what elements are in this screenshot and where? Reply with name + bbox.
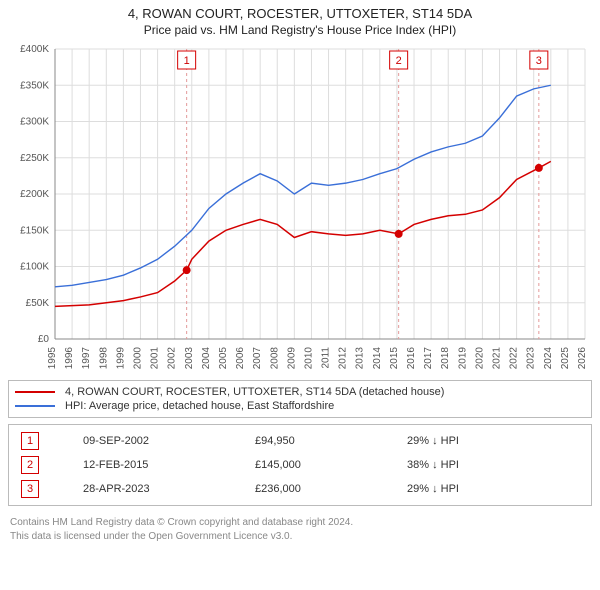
svg-text:2002: 2002 xyxy=(167,347,178,369)
svg-text:2013: 2013 xyxy=(355,347,366,369)
svg-text:2018: 2018 xyxy=(440,347,451,369)
svg-text:2015: 2015 xyxy=(389,347,400,369)
page-subtitle: Price paid vs. HM Land Registry's House … xyxy=(0,23,600,37)
price-chart: £0 £50K £100K £150K £200K £250K £300K £350K £400… xyxy=(5,39,595,374)
svg-text:£300K: £300K xyxy=(20,117,49,128)
event-delta: 38% ↓ HPI xyxy=(401,453,585,477)
legend-item: 4, ROWAN COURT, ROCESTER, UTTOXETER, ST1… xyxy=(15,385,585,399)
event-row: 1 09-SEP-2002£94,95029% ↓ HPI xyxy=(15,429,585,453)
svg-text:2: 2 xyxy=(396,55,402,67)
svg-text:2006: 2006 xyxy=(235,347,246,369)
page-title: 4, ROWAN COURT, ROCESTER, UTTOXETER, ST1… xyxy=(0,6,600,21)
svg-text:2003: 2003 xyxy=(184,347,195,369)
svg-text:2011: 2011 xyxy=(321,347,332,369)
svg-text:1995: 1995 xyxy=(47,347,58,369)
svg-text:2000: 2000 xyxy=(132,347,143,369)
legend: 4, ROWAN COURT, ROCESTER, UTTOXETER, ST1… xyxy=(8,380,592,418)
svg-text:2023: 2023 xyxy=(526,347,537,369)
event-date: 09-SEP-2002 xyxy=(77,429,249,453)
legend-swatch xyxy=(15,405,55,407)
svg-text:2009: 2009 xyxy=(286,347,297,369)
svg-text:2019: 2019 xyxy=(457,347,468,369)
svg-text:£350K: £350K xyxy=(20,80,49,91)
event-price: £145,000 xyxy=(249,453,401,477)
svg-text:2005: 2005 xyxy=(218,347,229,369)
legend-label: 4, ROWAN COURT, ROCESTER, UTTOXETER, ST1… xyxy=(65,386,444,398)
svg-text:£250K: £250K xyxy=(20,153,49,164)
svg-text:1997: 1997 xyxy=(81,347,92,369)
svg-text:2004: 2004 xyxy=(201,347,212,369)
svg-text:2026: 2026 xyxy=(577,347,588,369)
svg-text:£200K: £200K xyxy=(20,189,49,200)
svg-text:3: 3 xyxy=(536,55,542,67)
events-table: 1 09-SEP-2002£94,95029% ↓ HPI 2 12-FEB-2015… xyxy=(8,424,592,506)
svg-text:1998: 1998 xyxy=(98,347,109,369)
event-badge: 2 xyxy=(21,456,39,474)
event-date: 28-APR-2023 xyxy=(77,477,249,501)
svg-text:2021: 2021 xyxy=(492,347,503,369)
svg-text:2001: 2001 xyxy=(150,347,161,369)
event-badge: 3 xyxy=(21,480,39,498)
svg-text:2025: 2025 xyxy=(560,347,571,369)
event-delta: 29% ↓ HPI xyxy=(401,477,585,501)
svg-text:2014: 2014 xyxy=(372,347,383,369)
svg-text:1: 1 xyxy=(184,55,190,67)
chart-svg: £0 £50K £100K £150K £200K £250K £300K £350K £400… xyxy=(5,39,595,369)
event-row: 2 12-FEB-2015£145,00038% ↓ HPI xyxy=(15,453,585,477)
svg-text:2010: 2010 xyxy=(303,347,314,369)
svg-text:2007: 2007 xyxy=(252,347,263,369)
event-price: £236,000 xyxy=(249,477,401,501)
footer-line-2: This data is licensed under the Open Gov… xyxy=(10,530,590,544)
svg-text:2016: 2016 xyxy=(406,347,417,369)
event-price: £94,950 xyxy=(249,429,401,453)
legend-item: HPI: Average price, detached house, East… xyxy=(15,399,585,413)
svg-text:2012: 2012 xyxy=(338,347,349,369)
event-badge: 1 xyxy=(21,432,39,450)
svg-text:2020: 2020 xyxy=(474,347,485,369)
svg-text:2008: 2008 xyxy=(269,347,280,369)
svg-text:£50K: £50K xyxy=(26,298,50,309)
footer-attribution: Contains HM Land Registry data © Crown c… xyxy=(0,512,600,553)
event-delta: 29% ↓ HPI xyxy=(401,429,585,453)
svg-text:£100K: £100K xyxy=(20,262,49,273)
event-row: 3 28-APR-2023£236,00029% ↓ HPI xyxy=(15,477,585,501)
svg-text:£150K: £150K xyxy=(20,225,49,236)
svg-text:2022: 2022 xyxy=(509,347,520,369)
legend-swatch xyxy=(15,391,55,393)
svg-text:1999: 1999 xyxy=(115,347,126,369)
svg-text:£400K: £400K xyxy=(20,44,49,55)
event-date: 12-FEB-2015 xyxy=(77,453,249,477)
svg-text:1996: 1996 xyxy=(64,347,75,369)
svg-text:2017: 2017 xyxy=(423,347,434,369)
svg-text:£0: £0 xyxy=(38,334,50,345)
legend-label: HPI: Average price, detached house, East… xyxy=(65,400,334,412)
svg-text:2024: 2024 xyxy=(543,347,554,369)
footer-line-1: Contains HM Land Registry data © Crown c… xyxy=(10,516,590,530)
